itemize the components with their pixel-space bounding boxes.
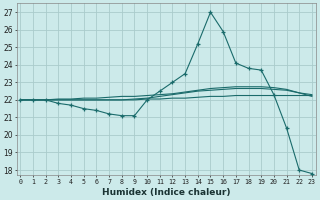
X-axis label: Humidex (Indice chaleur): Humidex (Indice chaleur) xyxy=(102,188,230,197)
